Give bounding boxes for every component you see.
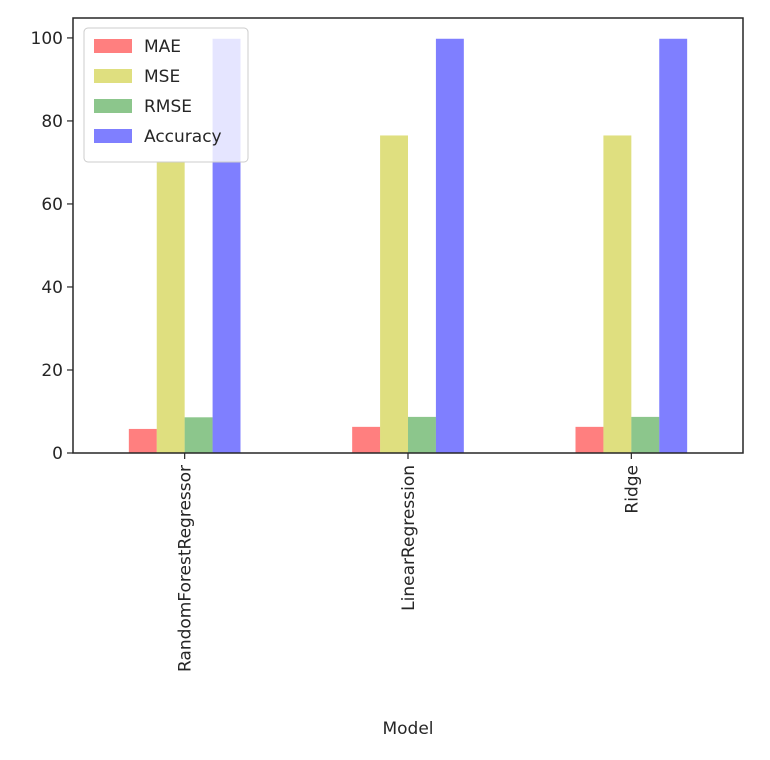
legend-box (83, 27, 249, 163)
legend-label-accuracy: Accuracy (144, 127, 222, 147)
legend-swatch-mse (94, 69, 132, 83)
legend-swatch-rmse (94, 99, 132, 113)
x-axis-title: Model (382, 719, 433, 739)
bar-mse-1 (380, 135, 408, 453)
bar-mae-1 (352, 426, 381, 453)
x-tick-label: Ridge (622, 465, 642, 514)
legend-label-mae: MAE (144, 37, 181, 57)
bar-mse-2 (603, 135, 632, 453)
y-tick-label: 100 (31, 29, 63, 49)
bar-rmse-1 (408, 416, 436, 453)
bar-mae-2 (575, 426, 604, 453)
y-tick-label: 0 (52, 444, 63, 464)
legend-label-mse: MSE (144, 67, 180, 87)
x-tick-label: LinearRegression (399, 465, 419, 611)
bar-mae-0 (128, 428, 157, 453)
legend-label-rmse: RMSE (144, 97, 192, 117)
x-tick-label: RandomForestRegressor (176, 465, 196, 672)
legend: MAE MSE RMSE Accuracy (83, 27, 249, 163)
bar-mse-0 (156, 162, 185, 453)
x-axis: RandomForestRegressor LinearRegression Rid… (176, 453, 642, 672)
legend-swatch-accuracy (94, 129, 132, 143)
y-tick-label: 80 (41, 112, 63, 132)
bar-rmse-2 (631, 416, 660, 453)
bar-accuracy-1 (435, 38, 464, 454)
y-tick-label: 40 (41, 278, 63, 298)
y-tick-label: 60 (41, 195, 63, 215)
bar-rmse-0 (184, 417, 213, 453)
legend-swatch-mae (94, 39, 132, 53)
y-axis: 0 20 40 60 80 100 (31, 29, 73, 464)
y-tick-label: 20 (41, 361, 63, 381)
bar-accuracy-2 (659, 38, 688, 454)
